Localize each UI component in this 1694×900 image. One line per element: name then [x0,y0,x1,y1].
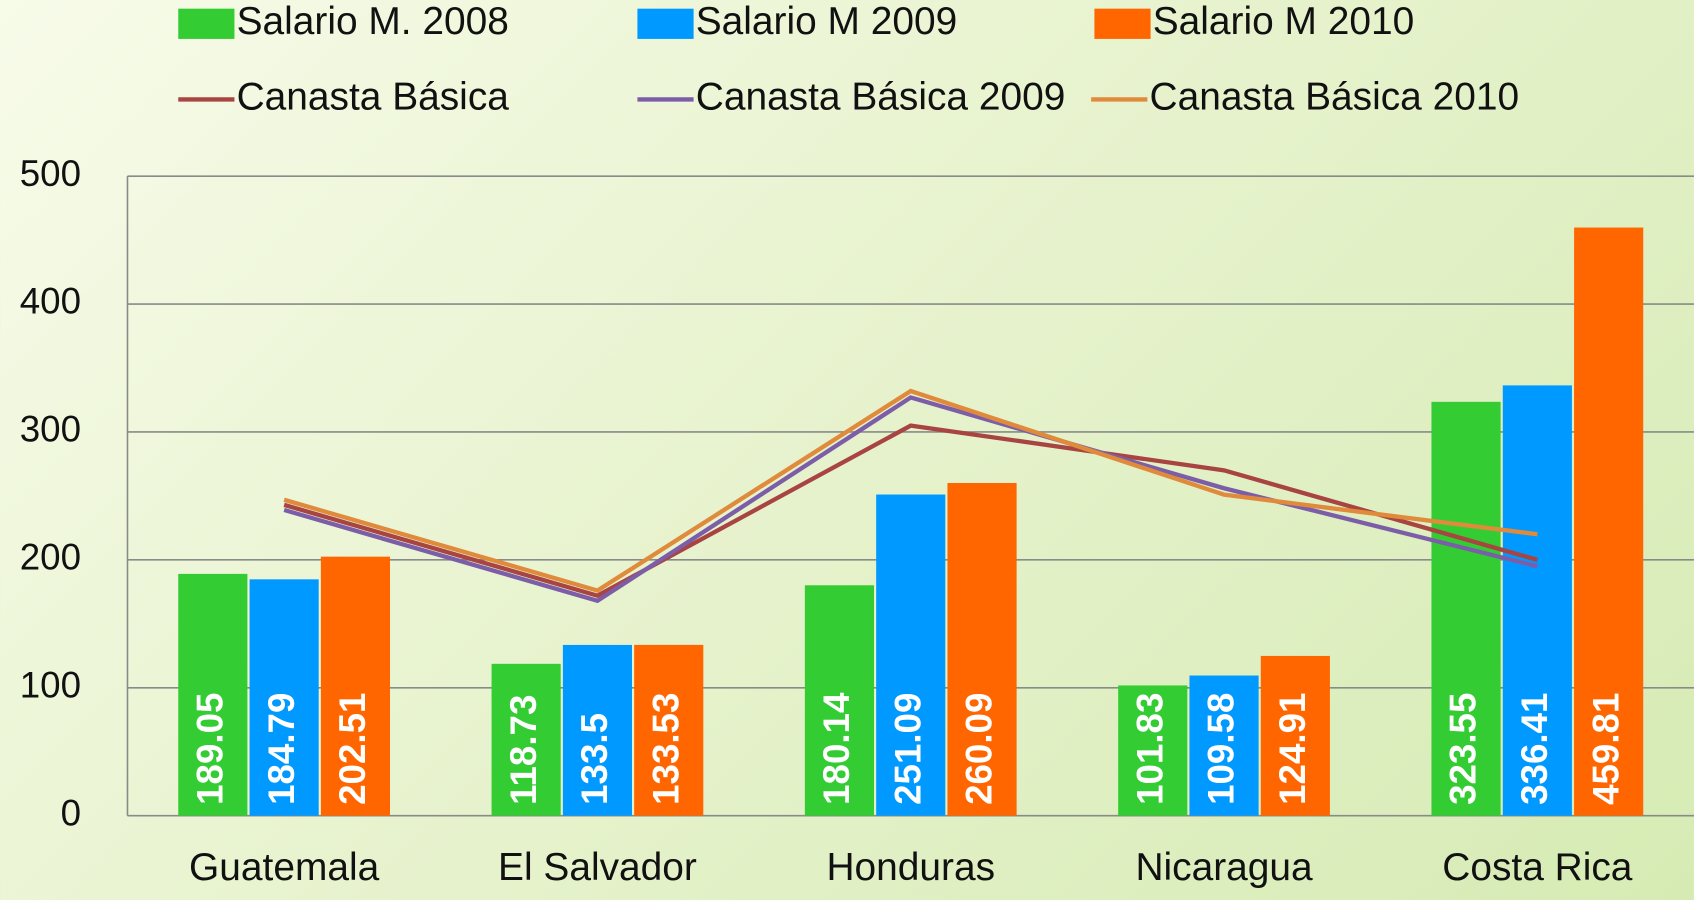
legend-swatch [637,8,694,39]
bar [178,573,248,816]
legend-label: Salario M 2010 [1153,0,1414,43]
bar [634,644,704,816]
bar [1502,385,1572,816]
legend-label: Salario M 2009 [696,0,957,43]
data-label: 133.5 [574,713,615,805]
data-label: 323.55 [1443,693,1484,805]
data-label: 118.73 [503,695,544,805]
line-series [283,388,1538,593]
x-tick-label: Nicaragua [1135,846,1313,889]
y-tick-label: 500 [20,153,81,194]
data-label: 124.91 [1272,693,1313,805]
data-label: 101.83 [1129,693,1170,805]
x-tick-label: Honduras [826,846,995,889]
data-label: 260.09 [959,693,1000,805]
legend-swatch [1094,8,1151,39]
data-label: 184.79 [261,693,302,805]
y-tick-label: 0 [61,792,81,833]
x-tick-label: Guatemala [189,846,380,889]
y-tick-label: 400 [20,281,81,322]
data-label: 133.53 [645,693,686,805]
x-tick-label: Costa Rica [1442,846,1633,889]
y-tick-label: 100 [20,664,81,705]
data-label: 459.81 [1585,693,1626,805]
y-tick-label: 200 [20,537,81,578]
y-tick-label: 300 [20,409,81,450]
bar [1574,227,1644,816]
data-label: 251.09 [887,693,928,805]
bar [491,663,561,816]
x-tick-label: El Salvador [498,846,697,889]
legend-label: Canasta Básica [237,76,510,119]
line-series [283,395,1538,604]
bar [562,644,633,816]
bar [804,585,875,816]
legend-label: Canasta Básica 2009 [696,76,1066,119]
bar [249,579,319,816]
data-label: 109.58 [1201,693,1242,805]
legend-label: Canasta Básica 2010 [1149,76,1519,119]
bar [1431,401,1501,816]
bar [876,494,946,816]
bar [1260,655,1330,816]
data-label: 202.51 [332,693,373,805]
bar [1189,675,1259,816]
line-series [283,423,1538,599]
bar [1118,685,1188,816]
bar [947,483,1017,816]
data-label: 180.14 [816,692,857,805]
legend-swatch [178,8,235,39]
data-label: 189.05 [190,693,231,805]
bar [320,556,391,816]
legend-label: Salario M. 2008 [237,0,509,43]
data-label: 336.41 [1514,693,1555,805]
